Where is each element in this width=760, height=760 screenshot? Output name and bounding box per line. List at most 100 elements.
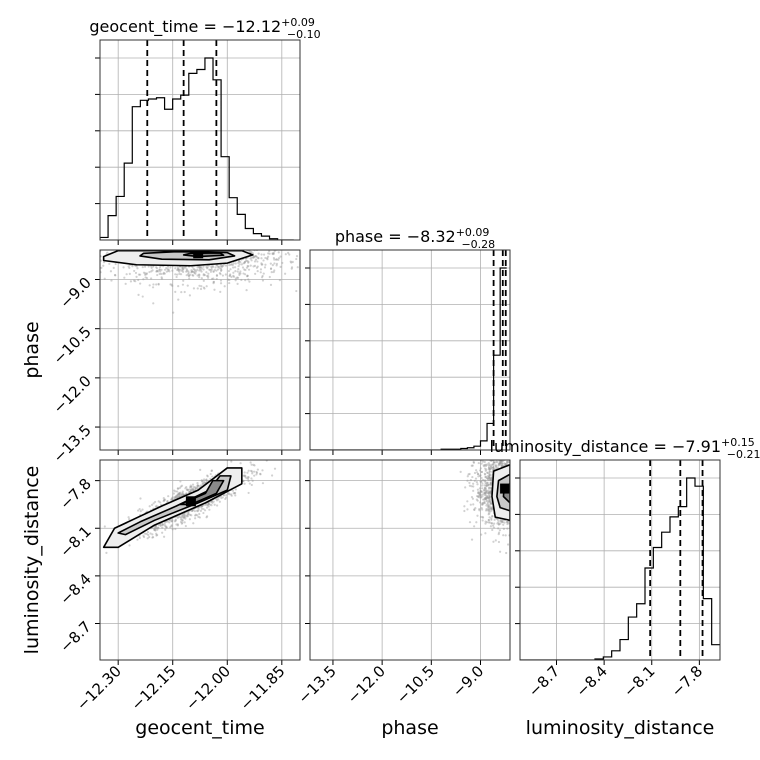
sample-point: [200, 245, 202, 247]
sample-point: [172, 492, 175, 495]
sample-point: [504, 463, 507, 466]
sample-point: [489, 506, 493, 510]
sample-point: [190, 509, 194, 512]
sample-point: [532, 483, 534, 485]
sample-point: [252, 255, 255, 258]
sample-point: [246, 264, 249, 268]
panel-frame: [309, 459, 511, 661]
sample-point: [245, 241, 247, 243]
sample-point: [522, 467, 524, 469]
sample-point: [500, 460, 503, 463]
sample-point: [257, 244, 259, 246]
sample-point: [185, 247, 187, 249]
sample-point: [208, 247, 210, 249]
sample-point: [181, 518, 184, 522]
sample-point: [207, 242, 209, 244]
sample-point: [528, 473, 530, 475]
sample-point: [515, 499, 517, 501]
sample-point: [191, 483, 195, 486]
sample-point: [207, 242, 209, 244]
sample-point: [215, 242, 217, 244]
tick-label-x: −12.15: [128, 662, 180, 714]
sample-point: [204, 232, 206, 234]
sample-point: [247, 260, 250, 263]
sample-point: [193, 271, 196, 274]
sample-point: [206, 244, 208, 246]
sample-point: [176, 487, 180, 490]
sample-point: [164, 243, 166, 245]
sample-point: [517, 480, 519, 482]
sample-point: [220, 496, 223, 500]
sample-point: [235, 209, 237, 211]
sample-point: [148, 241, 150, 243]
sample-point: [521, 472, 523, 474]
sample-point: [183, 521, 186, 524]
sample-point: [500, 460, 503, 463]
sample-point: [239, 233, 241, 235]
sample-point: [84, 229, 86, 231]
sample-point: [198, 516, 201, 519]
sample-point: [196, 244, 198, 246]
sample-point: [259, 472, 262, 475]
sample-point: [498, 460, 501, 463]
sample-point: [508, 456, 510, 458]
sample-point: [199, 237, 201, 239]
sample-point: [217, 245, 219, 247]
sample-point: [515, 494, 517, 496]
sample-point: [207, 505, 210, 508]
sample-point: [518, 483, 520, 485]
sample-point: [522, 469, 524, 471]
sample-point: [485, 495, 489, 499]
sample-point: [497, 523, 501, 526]
sample-point: [256, 270, 259, 273]
sample-point: [183, 242, 185, 244]
sample-point: [533, 522, 535, 524]
sample-point: [251, 252, 255, 255]
sample-point: [500, 461, 503, 464]
sample-point: [184, 517, 187, 520]
panel-title: luminosity_distance = −7.91+0.15 −0.21: [490, 436, 760, 461]
sample-point: [256, 265, 259, 268]
sample-point: [521, 474, 523, 476]
sample-point: [163, 272, 166, 275]
sample-point: [260, 244, 262, 246]
sample-point: [514, 472, 516, 474]
sample-point: [210, 268, 213, 271]
sample-point: [488, 477, 491, 480]
sample-point: [138, 536, 141, 540]
sample-point: [225, 494, 228, 497]
sample-point: [252, 463, 255, 466]
sample-point: [524, 508, 526, 510]
sample-point: [204, 243, 206, 245]
sample-point: [179, 235, 181, 237]
sample-point: [285, 222, 287, 224]
sample-point: [492, 540, 495, 543]
sample-point: [269, 225, 271, 227]
sample-point: [197, 506, 201, 509]
sample-point: [192, 244, 194, 246]
sample-point: [479, 474, 482, 477]
sample-point: [224, 273, 227, 276]
tick-label-x: −9.0: [449, 662, 487, 700]
sample-point: [511, 488, 513, 490]
sample-point: [163, 240, 165, 242]
sample-point: [226, 247, 228, 249]
sample-point: [230, 494, 233, 497]
sample-point: [497, 519, 500, 522]
sample-point: [529, 469, 531, 471]
sample-point: [144, 272, 147, 275]
sample-point: [178, 491, 181, 495]
sample-point: [515, 484, 517, 486]
sample-point: [517, 488, 519, 490]
sample-point: [231, 489, 235, 492]
sample-point: [201, 237, 203, 239]
sample-point: [279, 255, 282, 258]
sample-point: [515, 486, 517, 488]
sample-point: [210, 246, 212, 248]
sample-point: [155, 527, 159, 530]
sample-point: [242, 272, 245, 275]
sample-point: [485, 494, 488, 497]
sample-point: [511, 515, 513, 517]
sample-point: [272, 252, 275, 256]
sample-point: [486, 496, 489, 499]
